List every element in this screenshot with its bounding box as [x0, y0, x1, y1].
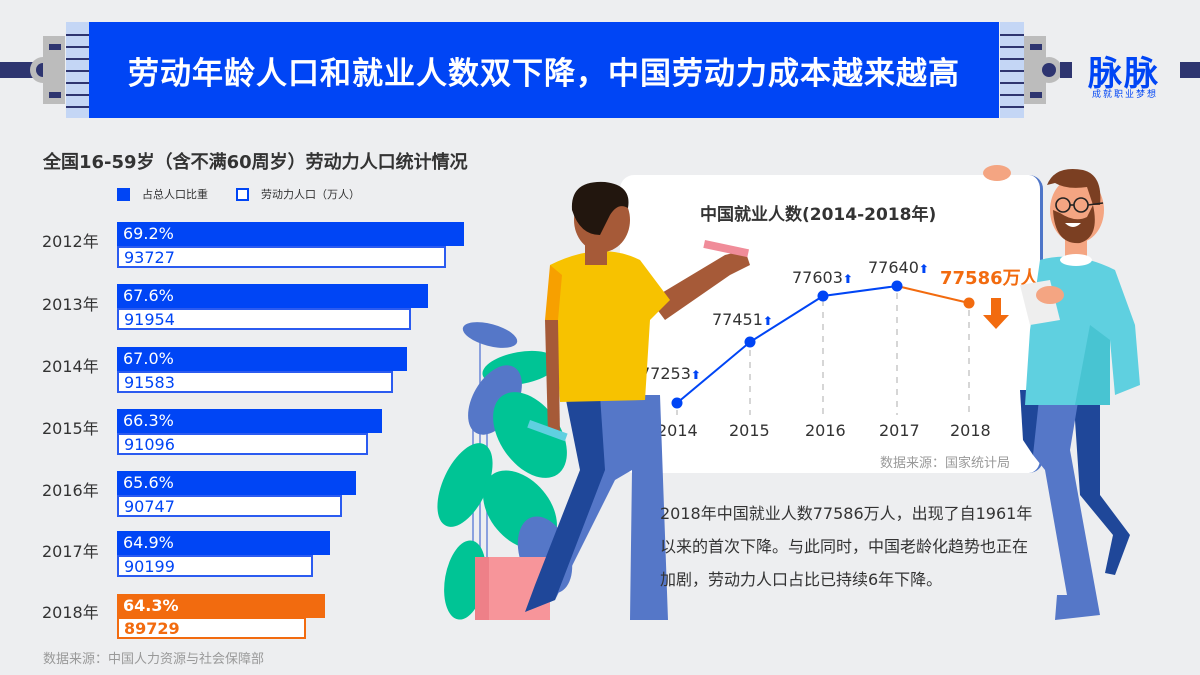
share-bar: 66.3%	[117, 409, 382, 433]
left-plug	[43, 36, 65, 104]
population-bar: 91954	[117, 308, 411, 330]
legend-outline-swatch-icon	[236, 187, 249, 201]
row-year: 2016年	[42, 481, 99, 500]
legend-share: 占总人口比重	[117, 186, 208, 202]
left-chart-title: 全国16-59岁（含不满60周岁）劳动力人口统计情况	[43, 152, 468, 173]
share-bar: 67.6%	[117, 284, 428, 308]
population-bar: 90747	[117, 495, 342, 517]
population-bar: 91096	[117, 433, 368, 455]
row-year: 2017年	[42, 542, 99, 561]
point-label-2014: 77253⬆	[640, 364, 701, 383]
right-cable-stub	[1060, 62, 1072, 78]
share-bar-highlight: 64.3%	[117, 594, 325, 618]
row-year: 2012年	[42, 232, 99, 251]
row-year: 2018年	[42, 603, 99, 622]
population-bar: 91583	[117, 371, 393, 393]
right-chart-source: 数据来源：国家统计局	[880, 456, 1011, 471]
point-label-2017: 77640⬆	[868, 258, 929, 277]
person-left-illustration	[525, 181, 750, 620]
left-chart-source: 数据来源：中国人力资源与社会保障部	[43, 652, 265, 667]
share-bar: 69.2%	[117, 222, 464, 246]
x-label-2016: 2016	[805, 421, 846, 440]
right-chart-title: 中国就业人数(2014-2018年)	[700, 205, 937, 225]
left-cable	[0, 62, 38, 78]
x-label-2015: 2015	[729, 421, 770, 440]
up-arrow-icon: ⬆	[690, 368, 701, 382]
page-title: 劳动年龄人口和就业人数双下降，中国劳动力成本越来越高	[128, 55, 960, 92]
left-stripe	[66, 22, 90, 118]
legend-label: 劳动力人口（万人）	[261, 188, 360, 201]
brand-slogan: 成就职业梦想	[1092, 90, 1159, 100]
down-arrow-icon	[983, 298, 1009, 329]
whiteboard	[620, 175, 1043, 473]
up-arrow-icon: ⬆	[762, 314, 773, 328]
x-label-2018: 2018	[950, 421, 991, 440]
row-year: 2013年	[42, 295, 99, 314]
point-label-2018: 77586万人	[940, 268, 1039, 289]
share-bar: 67.0%	[117, 347, 407, 371]
person-right-illustration	[983, 165, 1140, 620]
right-plug	[1024, 36, 1046, 104]
legend-population: 劳动力人口（万人）	[236, 186, 360, 202]
population-bar-highlight: 89729	[117, 617, 306, 639]
point-label-2015: 77451⬆	[712, 310, 773, 329]
brand-logo: 脉脉	[1088, 54, 1160, 94]
far-right-cable	[1180, 62, 1200, 78]
row-year: 2014年	[42, 357, 99, 376]
population-bar: 93727	[117, 246, 446, 268]
legend-label: 占总人口比重	[142, 188, 208, 201]
row-year: 2015年	[42, 419, 99, 438]
right-connector-dot	[1042, 63, 1056, 77]
title-banner	[89, 22, 999, 118]
up-arrow-icon: ⬆	[842, 272, 853, 286]
employment-line-chart	[671, 280, 1009, 415]
population-bar: 90199	[117, 555, 313, 577]
share-bar: 65.6%	[117, 471, 356, 495]
x-label-2014: 2014	[657, 421, 698, 440]
up-arrow-icon: ⬆	[918, 262, 929, 276]
legend-filled-swatch-icon	[117, 187, 130, 201]
share-bar: 64.9%	[117, 531, 330, 555]
point-label-2016: 77603⬆	[792, 268, 853, 287]
x-label-2017: 2017	[879, 421, 920, 440]
description-text: 2018年中国就业人数77586万人，出现了自1961年以来的首次下降。与此同时…	[660, 504, 1033, 589]
right-stripe	[1000, 22, 1024, 118]
